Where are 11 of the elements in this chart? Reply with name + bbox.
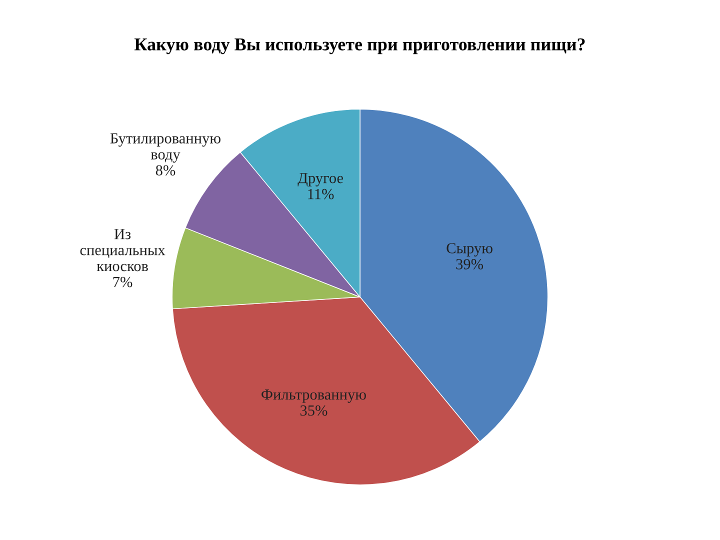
data-label: 35% — [300, 405, 328, 416]
slice-label: Из специальных киосков — [80, 229, 166, 272]
slice-label: Сырую — [446, 243, 492, 256]
slice-label: Бутилированную воду — [110, 133, 220, 163]
chart-title: Какую воду Вы используете при приготовлении пищи? — [134, 38, 585, 54]
slice-label: Другое — [298, 173, 344, 186]
data-label: 8% — [156, 165, 176, 176]
data-label: 39% — [456, 259, 484, 270]
data-label: 7% — [113, 276, 132, 288]
slice-label: Фильтрованную — [262, 390, 366, 403]
data-label: 11% — [308, 188, 334, 200]
